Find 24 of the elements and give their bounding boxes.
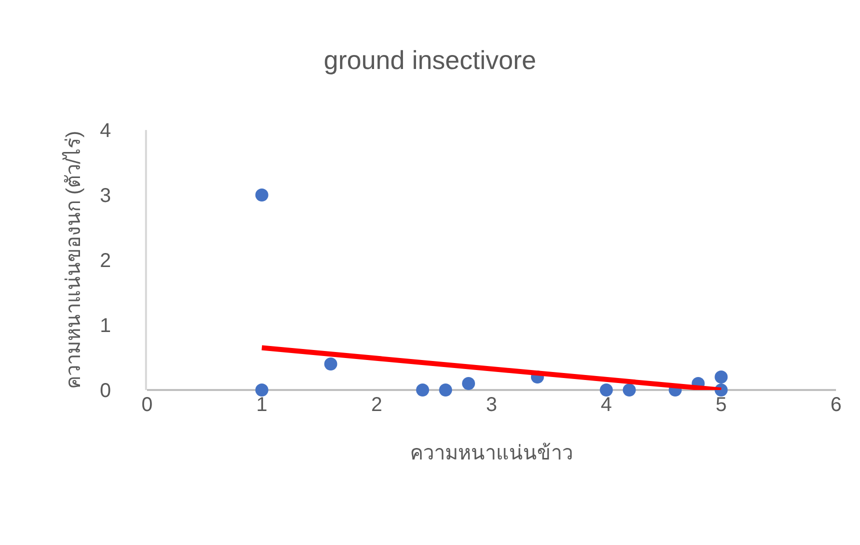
point (324, 358, 338, 370)
x-tick-label: 3 (486, 394, 498, 416)
x-tick-label: 0 (141, 394, 153, 416)
point (255, 384, 268, 396)
y-tick-label: 1 (100, 315, 111, 337)
x-tick-label: 4 (600, 394, 612, 416)
x-tick-label: 6 (830, 394, 842, 416)
x-axis-title: ความหนาแน่นข้าว (410, 442, 573, 464)
point (439, 384, 452, 396)
chart-title: ground insectivore (324, 45, 536, 76)
point (255, 188, 268, 202)
point (622, 384, 636, 396)
x-tick-label: 2 (371, 394, 382, 416)
point (600, 384, 613, 396)
x-tick-label: 1 (256, 394, 268, 416)
x-tick-label: 5 (716, 394, 727, 416)
y-axis-title: ความหนาแน่นของนก (ตัว/ไร่) (62, 130, 85, 390)
y-tick-label: 2 (100, 250, 111, 272)
y-tick-label: 0 (100, 380, 111, 402)
point (462, 377, 476, 390)
point (416, 384, 430, 396)
point (714, 370, 728, 384)
y-tick-label: 3 (100, 185, 111, 207)
y-tick-label: 4 (100, 120, 111, 142)
